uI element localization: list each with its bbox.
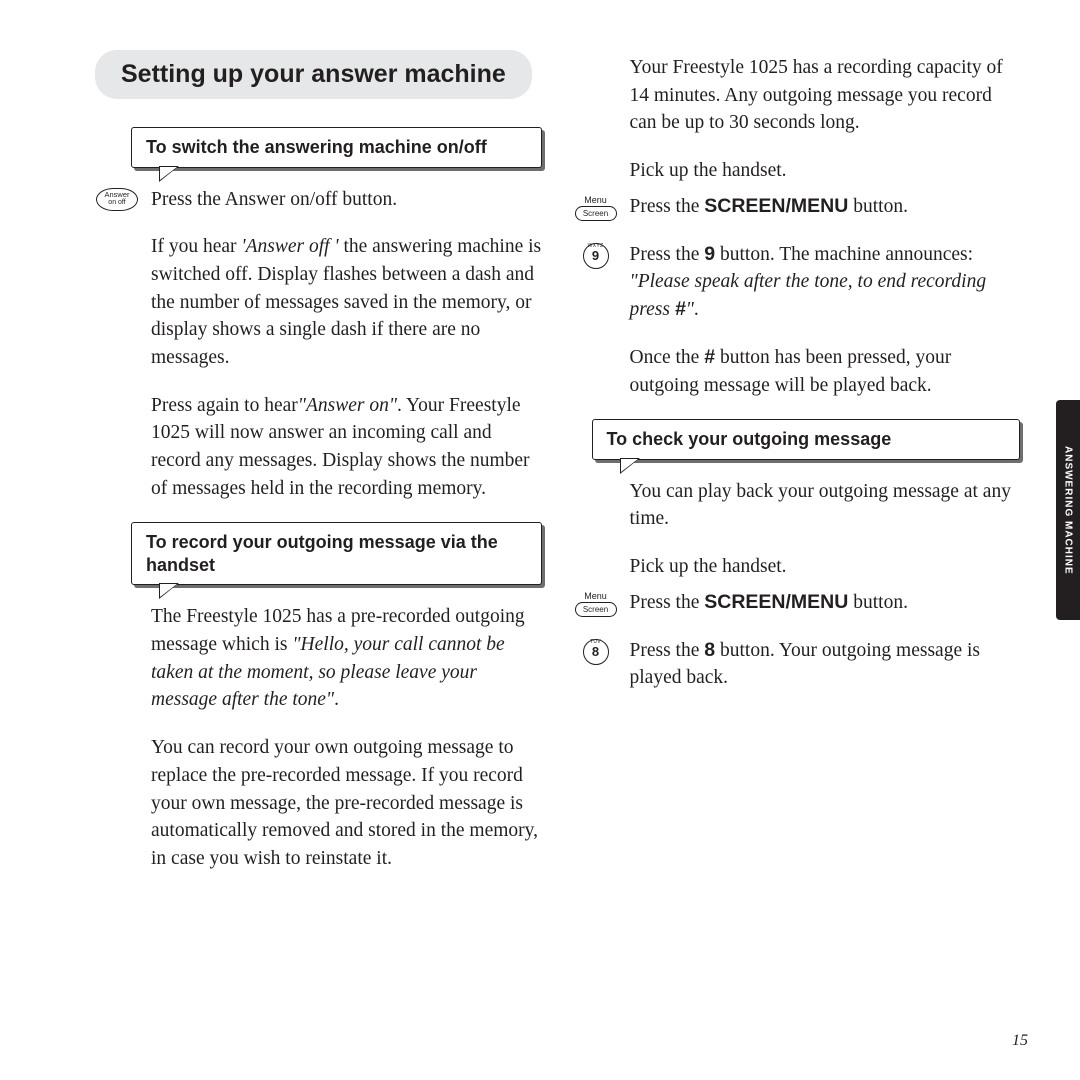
- t: Press again to hear: [151, 395, 298, 416]
- callout-tail-icon: [159, 583, 179, 599]
- icon-slot-empty: [574, 344, 618, 346]
- step-answer-on-desc: Press again to hear"Answer on". Your Fre…: [95, 392, 542, 503]
- step-hash-playback: Once the # button has been pressed, your…: [574, 344, 1021, 399]
- icon-slot-empty: [574, 478, 618, 480]
- step-text: Press the Answer on/off button.: [151, 186, 542, 214]
- side-tab: ANSWERING MACHINE: [1056, 400, 1080, 620]
- icon-slot-empty: [95, 392, 139, 394]
- two-column-layout: Setting up your answer machine To switch…: [95, 50, 1020, 893]
- icon-slot: Menu Screen: [574, 193, 618, 221]
- t: button.: [848, 592, 908, 613]
- step-own-ogm-desc: You can record your own outgoing message…: [95, 734, 542, 872]
- callout-text: To check your outgoing message: [592, 419, 1021, 460]
- callout-text: To switch the answering machine on/off: [131, 127, 542, 168]
- section-heading: Setting up your answer machine: [95, 50, 532, 99]
- t: Press the: [630, 244, 705, 265]
- step-answer-onoff: Answer on off Press the Answer on/off bu…: [95, 186, 542, 214]
- step-capacity: Your Freestyle 1025 has a recording capa…: [574, 54, 1021, 137]
- step-text: Once the # button has been pressed, your…: [630, 344, 1021, 399]
- step-text: The Freestyle 1025 has a pre-recorded ou…: [151, 603, 542, 714]
- icon-slot-empty: [95, 734, 139, 736]
- step-check-desc: You can play back your outgoing message …: [574, 478, 1021, 533]
- t: button.: [848, 196, 908, 217]
- t: If you hear: [151, 236, 241, 257]
- step-text: Press the SCREEN/MENU button.: [630, 193, 1021, 221]
- t: Press the: [630, 592, 705, 613]
- callout-text: To record your outgoing message via the …: [131, 522, 542, 585]
- step-text: Pick up the handset.: [630, 553, 1021, 581]
- t-italic: 'Answer off ': [241, 236, 338, 257]
- step-text: You can record your own outgoing message…: [151, 734, 542, 872]
- step-text: Pick up the handset.: [630, 157, 1021, 185]
- t: Press the: [630, 640, 705, 661]
- icon-slot-empty: [574, 54, 618, 56]
- t: Press the: [630, 196, 705, 217]
- menu-label: Menu: [584, 591, 607, 601]
- step-text: Press again to hear"Answer on". Your Fre…: [151, 392, 542, 503]
- digit-letters: WXYZ: [588, 243, 604, 249]
- t: .: [334, 689, 339, 710]
- digit-number: 9: [592, 248, 599, 263]
- icon-slot: Menu Screen: [574, 589, 618, 617]
- step-text: Your Freestyle 1025 has a recording capa…: [630, 54, 1021, 137]
- screen-label: Screen: [575, 206, 617, 221]
- icon-label-line1: Answer: [97, 191, 137, 199]
- menu-label: Menu: [584, 195, 607, 205]
- icon-slot: Answer on off: [95, 186, 139, 211]
- icon-slot: TUV 8: [574, 637, 618, 665]
- icon-slot-empty: [574, 553, 618, 555]
- right-column: Your Freestyle 1025 has a recording capa…: [574, 50, 1021, 893]
- step-text: Press the 8 button. Your outgoing messag…: [630, 637, 1021, 692]
- icon-slot-empty: [95, 233, 139, 235]
- screen-menu-button-icon: Menu Screen: [575, 195, 617, 221]
- callout-record-ogm: To record your outgoing message via the …: [131, 522, 542, 585]
- screen-menu-button-icon: Menu Screen: [575, 591, 617, 617]
- t-bold: 8: [704, 639, 715, 661]
- step-pickup-handset: Pick up the handset.: [574, 157, 1021, 185]
- t: .: [694, 299, 699, 320]
- step-text: You can play back your outgoing message …: [630, 478, 1021, 533]
- icon-slot-empty: [574, 157, 618, 159]
- step-pickup-handset-2: Pick up the handset.: [574, 553, 1021, 581]
- step-answer-off-desc: If you hear 'Answer off ' the answering …: [95, 233, 542, 371]
- step-text: Press the 9 button. The machine announce…: [630, 241, 1021, 324]
- icon-slot: WXYZ 9: [574, 241, 618, 269]
- t-bold: SCREEN/MENU: [704, 591, 848, 613]
- callout-tail-icon: [159, 166, 179, 182]
- callout-tail-icon: [620, 458, 640, 474]
- t-bold: 9: [704, 243, 715, 265]
- digit-9-button-icon: WXYZ 9: [583, 243, 609, 269]
- icon-label-line2: on off: [97, 199, 137, 207]
- t-bolditalic: #: [675, 298, 686, 320]
- digit-8-button-icon: TUV 8: [583, 639, 609, 665]
- step-press-8: TUV 8 Press the 8 button. Your outgoing …: [574, 637, 1021, 692]
- page: Setting up your answer machine To switch…: [0, 0, 1080, 1080]
- t-bold: #: [704, 346, 715, 368]
- digit-number: 8: [592, 644, 599, 659]
- step-press-screenmenu: Menu Screen Press the SCREEN/MENU button…: [574, 193, 1021, 221]
- step-press-9: WXYZ 9 Press the 9 button. The machine a…: [574, 241, 1021, 324]
- step-text: Press the SCREEN/MENU button.: [630, 589, 1021, 617]
- t: button. The machine announces:: [715, 244, 973, 265]
- callout-check-ogm: To check your outgoing message: [592, 419, 1021, 460]
- screen-label: Screen: [575, 602, 617, 617]
- icon-slot-empty: [95, 603, 139, 605]
- step-text: If you hear 'Answer off ' the answering …: [151, 233, 542, 371]
- step-press-screenmenu-2: Menu Screen Press the SCREEN/MENU button…: [574, 589, 1021, 617]
- t-bold: SCREEN/MENU: [704, 195, 848, 217]
- digit-letters: TUV: [590, 639, 601, 645]
- t-italic: "Answer on": [298, 395, 397, 416]
- step-prerecorded-desc: The Freestyle 1025 has a pre-recorded ou…: [95, 603, 542, 714]
- callout-switch-onoff: To switch the answering machine on/off: [131, 127, 542, 168]
- t-italic: ": [686, 299, 694, 320]
- left-column: Setting up your answer machine To switch…: [95, 50, 542, 893]
- answer-onoff-button-icon: Answer on off: [96, 188, 138, 211]
- page-number: 15: [1012, 1032, 1028, 1050]
- t: Once the: [630, 347, 705, 368]
